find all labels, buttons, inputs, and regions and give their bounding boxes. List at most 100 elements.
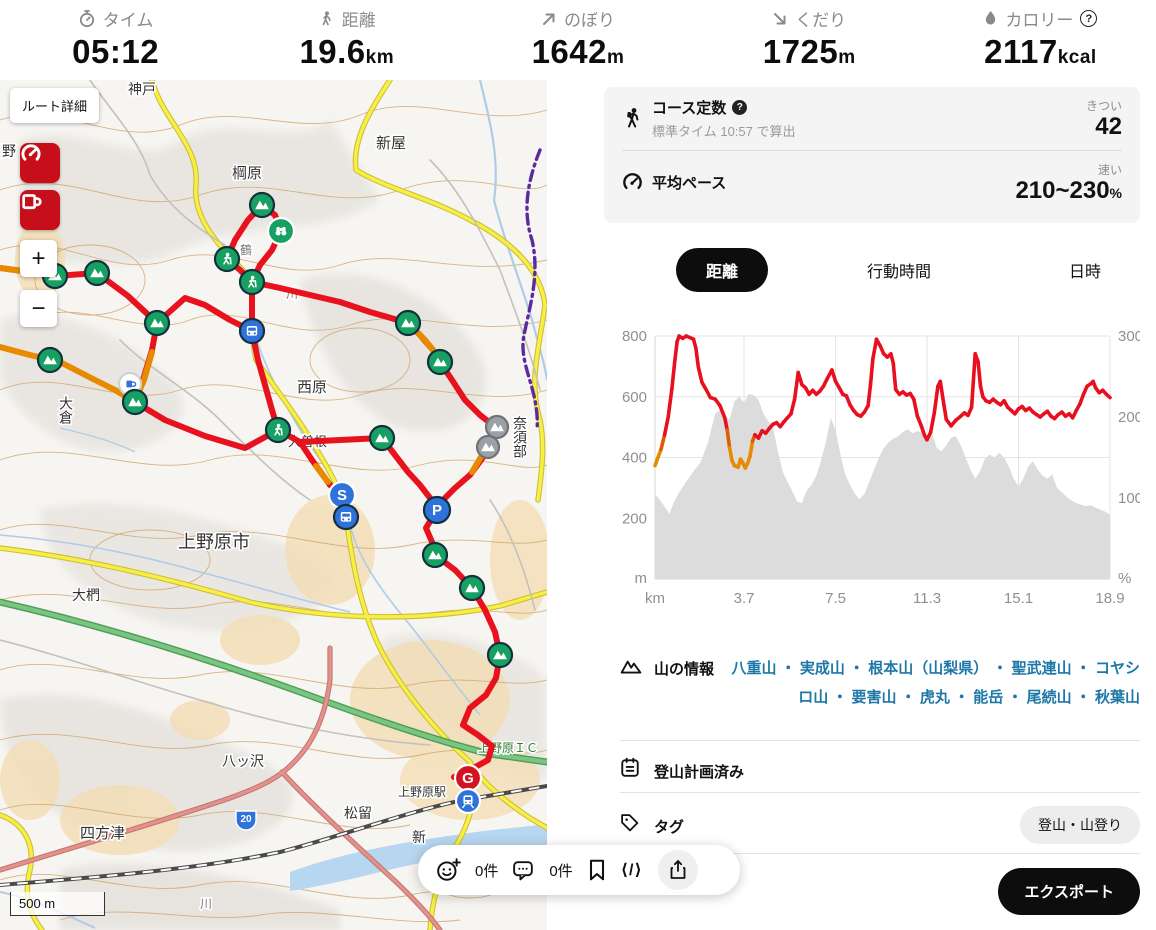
embed-code-icon[interactable]: ⟨/⟩ <box>620 862 643 879</box>
map-place-label: 八ッ沢 <box>222 753 264 769</box>
map-place-label: 上野原市 <box>178 532 250 552</box>
peak-marker[interactable] <box>121 388 149 416</box>
peak-marker[interactable] <box>143 309 171 337</box>
course-constant-subtitle: 標準タイム 10:57 で算出 <box>652 124 796 139</box>
calorie-help-icon[interactable]: ? <box>1080 10 1098 27</box>
zoom-in-button[interactable]: + <box>20 240 57 277</box>
peak-marker[interactable] <box>83 259 111 287</box>
zoom-out-button[interactable]: − <box>20 290 57 327</box>
peak-marker[interactable] <box>426 348 454 376</box>
route-detail-button[interactable]: ルート詳細 <box>10 88 100 123</box>
peak-marker[interactable] <box>36 346 64 374</box>
peak-marker[interactable] <box>394 309 422 337</box>
export-row: エクスポート <box>620 868 1140 915</box>
route-map[interactable]: 神戸野棡原 新屋鶴川西原 大曽根 大倉 奈須部 上野原市 大椚 八ッ沢 四方津 松留新上野原駅 上野… <box>0 80 547 930</box>
peak-marker[interactable] <box>458 574 486 602</box>
stat-value: 2117 <box>984 33 1058 70</box>
map-place-label: 大倉 <box>58 396 74 425</box>
mountain-link[interactable]: 聖武連山 <box>1011 660 1072 677</box>
stat-value: 05:12 <box>72 33 160 70</box>
bus-marker[interactable] <box>332 503 360 531</box>
mountain-link[interactable]: 根本山（山梨県） <box>868 660 989 677</box>
course-constant-help-icon[interactable]: ? <box>732 100 748 115</box>
tag-label: タグ <box>654 819 685 836</box>
mountains-icon <box>620 655 654 681</box>
road-pink <box>0 646 442 930</box>
course-constant-card: コース定数? 標準タイム 10:57 で算出 きつい 42 平均ペース 速い <box>604 87 1140 223</box>
bus-marker[interactable] <box>238 317 266 345</box>
export-button[interactable]: エクスポート <box>998 868 1140 915</box>
map-place-label: 大椚 <box>72 587 100 603</box>
pace-layer-button[interactable] <box>20 143 60 183</box>
gray-peak-marker[interactable] <box>475 434 501 460</box>
svg-text:%: % <box>1118 570 1131 587</box>
tab-duration[interactable]: 行動時間 <box>867 264 932 281</box>
tab-distance[interactable]: 距離 <box>676 248 769 292</box>
svg-text:400: 400 <box>622 450 647 467</box>
start-marker[interactable]: S <box>327 480 357 510</box>
share-icon <box>670 860 686 879</box>
mountain-link[interactable]: 実成山 <box>799 660 845 677</box>
peak-marker[interactable] <box>248 191 276 219</box>
tab-datetime[interactable]: 日時 <box>1069 264 1102 281</box>
comment-icon[interactable] <box>511 858 536 882</box>
stat-ascent: のぼり 1642m <box>462 0 693 80</box>
arrow-up-right-icon <box>541 11 557 27</box>
tag-row: タグ 登山・山登り <box>620 806 1140 844</box>
bookmark-icon[interactable] <box>586 858 608 882</box>
average-pace-level: 速い <box>1097 162 1122 177</box>
parking-marker[interactable]: P <box>422 495 452 525</box>
mountain-link[interactable]: 虎丸 <box>919 688 950 706</box>
peak-marker[interactable] <box>368 424 396 452</box>
svg-text:100: 100 <box>1118 490 1140 507</box>
mountain-link[interactable]: 八重山 <box>731 660 777 677</box>
stat-unit: km <box>365 47 395 68</box>
action-toolbar: 0件 0件 ⟨/⟩ <box>418 845 740 895</box>
svg-text:20: 20 <box>240 814 252 825</box>
road-gray <box>0 80 541 746</box>
expressway <box>0 599 547 765</box>
map-canvas[interactable]: 神戸野棡原新屋鶴川西原大曽根大倉奈須部上野原市大椚八ッ沢四方津松留新上野原駅上野… <box>0 80 547 930</box>
pace-line <box>653 334 1112 470</box>
rest-spot-layer-button[interactable] <box>20 190 60 230</box>
mountain-link[interactable]: 尾続山 <box>1026 688 1072 706</box>
mountain-link[interactable]: 要害山 <box>851 688 897 706</box>
share-button[interactable] <box>657 850 698 890</box>
svg-text:P: P <box>432 502 442 519</box>
hiker-marker[interactable] <box>213 245 241 273</box>
tag-value-pill[interactable]: 登山・山登り <box>1020 806 1140 844</box>
elevation-pace-chart[interactable]: 200 400 600 800 m 100 200 300% km 3.7 7.5 11.3 15.1 1… <box>604 318 1140 618</box>
peak-marker[interactable] <box>421 541 449 569</box>
card-divider <box>622 150 1122 151</box>
average-pace-value: 210~230 <box>1015 176 1110 204</box>
mountain-link[interactable]: 能岳 <box>973 688 1004 706</box>
svg-text:3.7: 3.7 <box>734 590 755 607</box>
svg-text:S: S <box>337 487 347 504</box>
route-20-shield: 20 <box>235 810 257 831</box>
map-markers[interactable]: S P G <box>36 191 514 815</box>
mountain-links: 八重山 ・ 実成山 ・ 根本山（山梨県） ・ 聖武連山 ・ コヤシロ山 ・ 要害… <box>731 660 1140 706</box>
hiker-marker[interactable] <box>238 268 266 296</box>
mountain-link[interactable]: コヤシロ山 <box>798 660 1140 706</box>
peak-marker[interactable] <box>486 641 514 669</box>
reaction-icon[interactable] <box>436 858 462 882</box>
gray-peak-marker[interactable] <box>484 414 510 440</box>
map-place-label: 川 <box>200 897 212 911</box>
map-place-label: 奈須部 <box>512 416 528 458</box>
svg-text:200: 200 <box>1118 409 1140 426</box>
stat-value: 19.6 <box>299 33 366 70</box>
goal-marker[interactable]: G <box>453 763 483 793</box>
svg-text:300: 300 <box>1118 328 1140 345</box>
climb-plan-label: 登山計画済み <box>654 763 745 781</box>
tag-icon <box>620 812 654 838</box>
binoculars-marker[interactable] <box>266 216 296 246</box>
mountain-link[interactable]: 秋葉山 <box>1094 688 1140 706</box>
svg-text:m: m <box>635 570 648 587</box>
stat-label: カロリー <box>1005 11 1074 30</box>
river-band <box>290 824 547 891</box>
hiker-marker[interactable] <box>264 416 292 444</box>
train-marker[interactable] <box>454 787 482 815</box>
svg-text:7.5: 7.5 <box>825 590 846 607</box>
map-place-label: 棡原 <box>232 165 262 182</box>
